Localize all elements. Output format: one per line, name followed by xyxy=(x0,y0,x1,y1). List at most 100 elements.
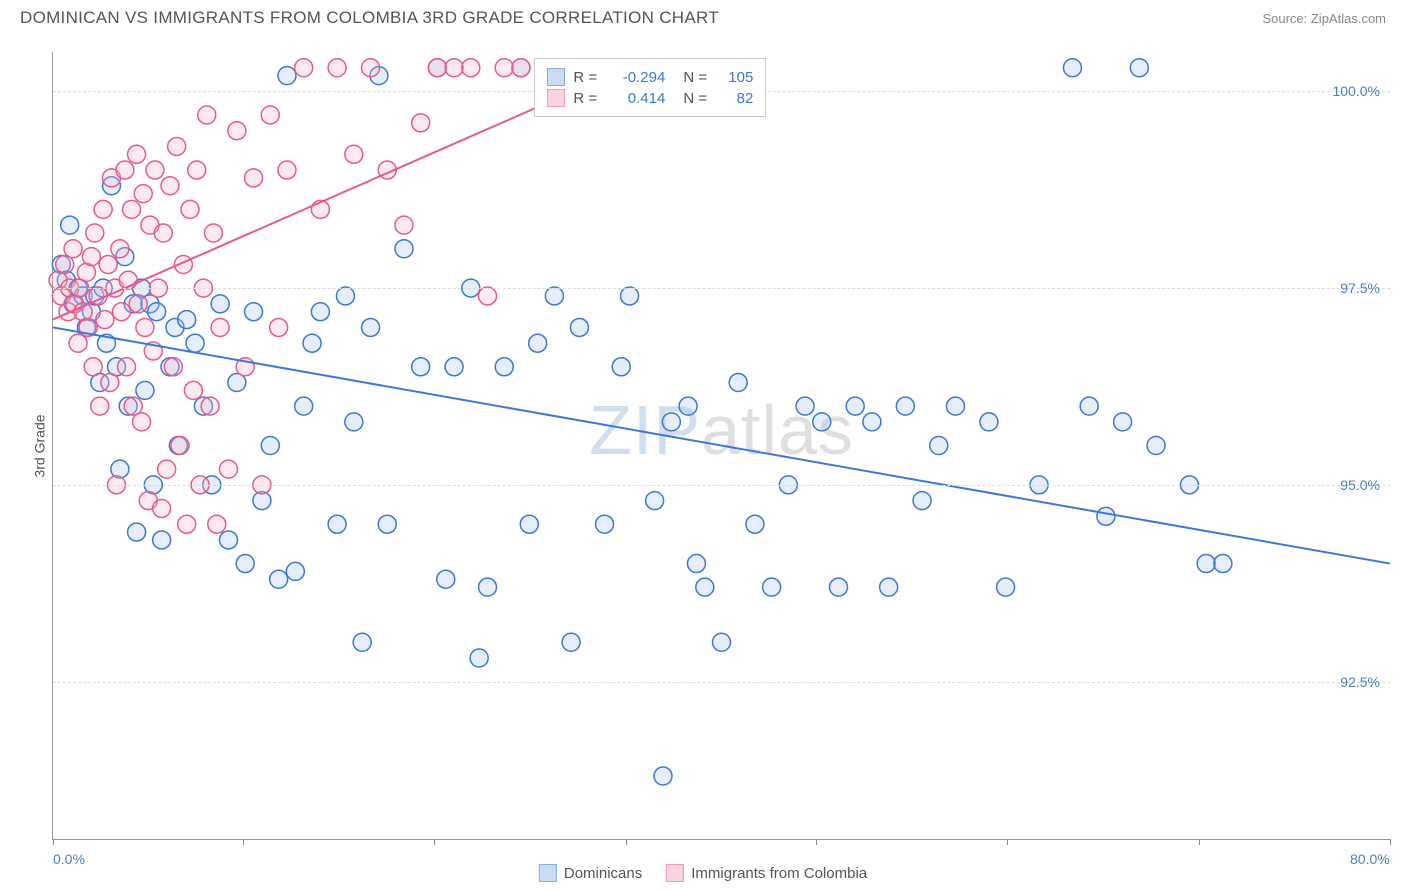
data-point xyxy=(136,318,154,336)
trend-line xyxy=(53,327,1390,563)
x-tick-mark xyxy=(1390,839,1391,845)
data-point xyxy=(596,515,614,533)
legend-swatch xyxy=(666,864,684,882)
stats-box: R =-0.294N =105R =0.414N =82 xyxy=(534,58,766,117)
legend-label: Dominicans xyxy=(564,865,642,882)
data-point xyxy=(270,570,288,588)
data-point xyxy=(219,460,237,478)
data-point xyxy=(123,200,141,218)
data-point xyxy=(133,413,151,431)
data-point xyxy=(353,633,371,651)
data-point xyxy=(161,177,179,195)
legend-swatch xyxy=(547,89,565,107)
x-tick-mark xyxy=(53,839,54,845)
data-point xyxy=(128,523,146,541)
data-point xyxy=(101,374,119,392)
legend-swatch xyxy=(539,864,557,882)
stats-n-value: 105 xyxy=(717,69,753,86)
data-point xyxy=(813,413,831,431)
legend-item: Immigrants from Colombia xyxy=(666,864,867,882)
data-point xyxy=(136,381,154,399)
data-point xyxy=(495,358,513,376)
data-point xyxy=(395,216,413,234)
data-point xyxy=(437,570,455,588)
data-point xyxy=(286,562,304,580)
data-point xyxy=(153,531,171,549)
stats-r-value: 0.414 xyxy=(609,90,665,107)
legend: Dominicans Immigrants from Colombia xyxy=(539,864,867,882)
x-tick-mark xyxy=(1007,839,1008,845)
data-point xyxy=(278,161,296,179)
data-point xyxy=(186,334,204,352)
data-point xyxy=(134,185,152,203)
data-point xyxy=(148,303,166,321)
data-point xyxy=(270,318,288,336)
stats-n-label: N = xyxy=(683,90,709,107)
data-point xyxy=(201,397,219,415)
data-point xyxy=(184,381,202,399)
legend-label: Immigrants from Colombia xyxy=(691,865,867,882)
data-point xyxy=(763,578,781,596)
data-point xyxy=(188,161,206,179)
data-point xyxy=(662,413,680,431)
data-point xyxy=(1197,555,1215,573)
data-point xyxy=(345,413,363,431)
data-point xyxy=(261,106,279,124)
data-point xyxy=(395,240,413,258)
data-point xyxy=(520,515,538,533)
data-point xyxy=(612,358,630,376)
data-point xyxy=(154,224,172,242)
data-point xyxy=(570,318,588,336)
data-point xyxy=(378,515,396,533)
plot-svg xyxy=(53,52,1390,839)
legend-swatch xyxy=(547,68,565,86)
data-point xyxy=(245,169,263,187)
data-point xyxy=(896,397,914,415)
data-point xyxy=(1114,413,1132,431)
gridline-h xyxy=(53,485,1390,486)
data-point xyxy=(470,649,488,667)
data-point xyxy=(696,578,714,596)
data-point xyxy=(1097,507,1115,525)
gridline-h xyxy=(53,682,1390,683)
data-point xyxy=(863,413,881,431)
data-point xyxy=(529,334,547,352)
data-point xyxy=(111,460,129,478)
data-point xyxy=(796,397,814,415)
data-point xyxy=(84,358,102,376)
data-point xyxy=(86,224,104,242)
data-point xyxy=(219,531,237,549)
data-point xyxy=(181,200,199,218)
data-point xyxy=(211,295,229,313)
x-tick-mark xyxy=(1199,839,1200,845)
y-axis-label: 3rd Grade xyxy=(32,414,48,477)
data-point xyxy=(654,767,672,785)
data-point xyxy=(930,437,948,455)
data-point xyxy=(69,334,87,352)
x-tick-label: 0.0% xyxy=(53,851,85,867)
data-point xyxy=(311,303,329,321)
data-point xyxy=(913,492,931,510)
data-point xyxy=(146,161,164,179)
legend-item: Dominicans xyxy=(539,864,642,882)
data-point xyxy=(495,59,513,77)
data-point xyxy=(362,318,380,336)
data-point xyxy=(111,240,129,258)
data-point xyxy=(261,437,279,455)
data-point xyxy=(646,492,664,510)
data-point xyxy=(621,287,639,305)
data-point xyxy=(462,59,480,77)
data-point xyxy=(729,374,747,392)
data-point xyxy=(129,295,147,313)
data-point xyxy=(99,255,117,273)
data-point xyxy=(61,216,79,234)
data-point xyxy=(545,287,563,305)
data-point xyxy=(679,397,697,415)
data-point xyxy=(204,224,222,242)
data-point xyxy=(445,59,463,77)
gridline-h xyxy=(53,288,1390,289)
data-point xyxy=(82,248,100,266)
data-point xyxy=(846,397,864,415)
data-point xyxy=(479,287,497,305)
data-point xyxy=(91,397,109,415)
